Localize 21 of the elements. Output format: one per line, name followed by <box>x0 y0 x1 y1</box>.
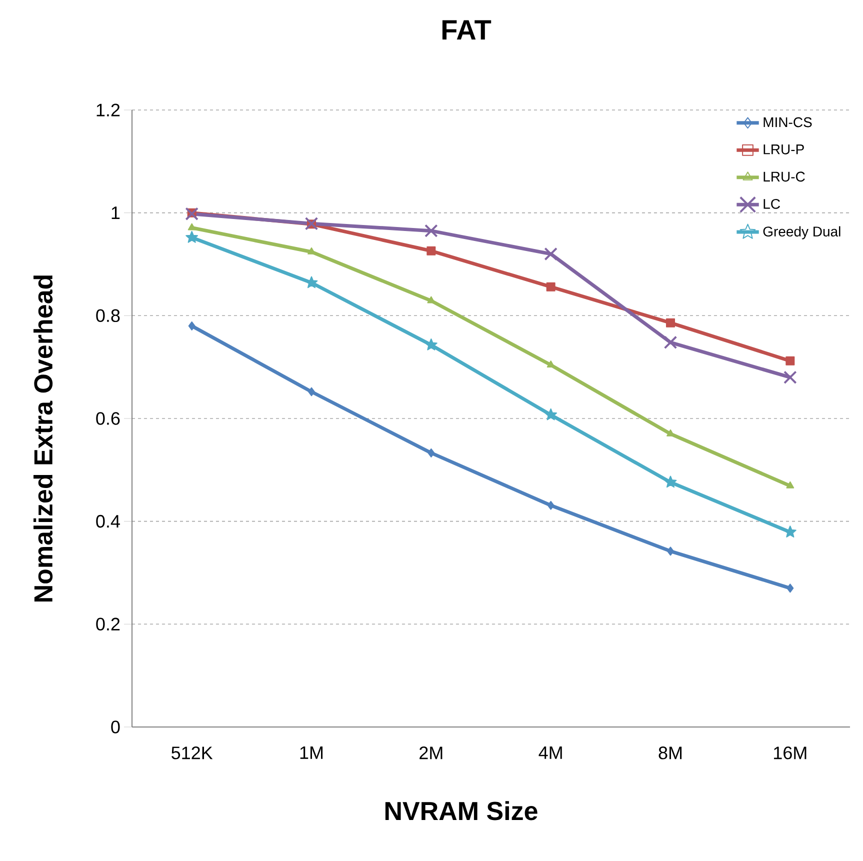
x-tick-label: 4M <box>538 746 562 759</box>
x-tick-label: 512K <box>172 746 213 760</box>
x-axis-title: NVRAM Size <box>385 801 538 820</box>
y-tick-label: 0.2 <box>96 618 120 631</box>
chart-title: FAT <box>442 20 492 40</box>
legend-label: LC <box>764 198 780 209</box>
x-tick-label: 8M <box>658 746 682 760</box>
x-tick-label: 1M <box>300 746 323 759</box>
x-tick-label: 16M <box>774 746 806 760</box>
y-axis-title: Nomalized Extra Overhead <box>33 276 53 602</box>
legend-label: LRU-P <box>764 144 804 154</box>
y-tick-label: 1.2 <box>96 104 120 116</box>
y-tick-label: 0 <box>111 720 120 734</box>
legend-label: Greedy Dual <box>763 226 840 240</box>
y-tick-label: 0.4 <box>96 514 120 528</box>
legend-label: LRU-C <box>764 172 805 182</box>
y-tick-label: 0.6 <box>96 412 120 425</box>
y-tick-label: 0.8 <box>96 309 120 322</box>
x-tick-label: 2M <box>420 746 442 760</box>
y-tick-label: 1 <box>112 206 120 220</box>
legend-label: MIN-CS <box>764 117 812 128</box>
